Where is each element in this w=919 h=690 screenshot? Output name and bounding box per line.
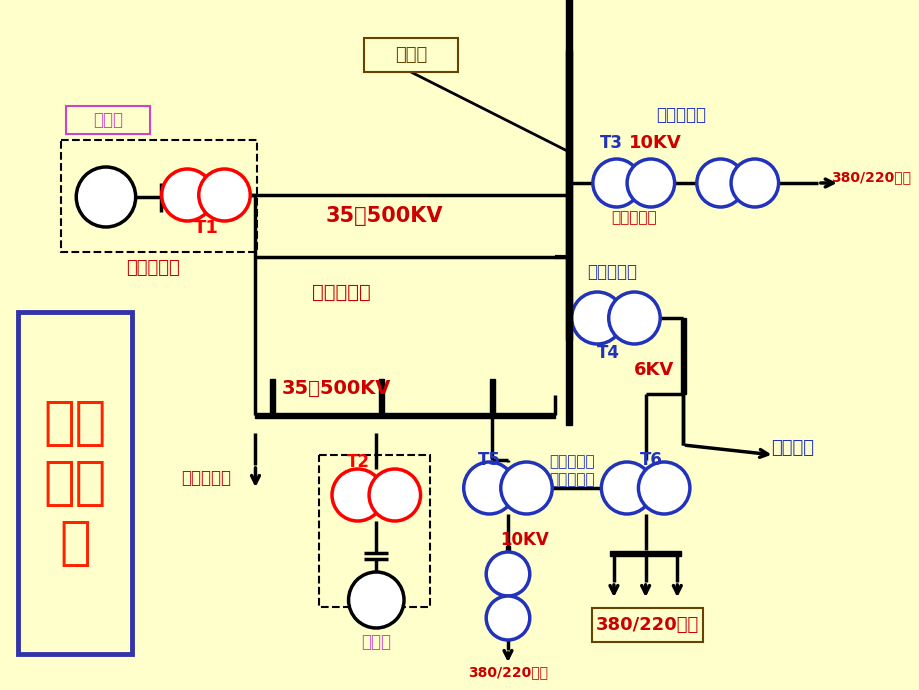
Text: 10KV: 10KV xyxy=(629,134,681,152)
Circle shape xyxy=(601,462,652,514)
Bar xyxy=(255,413,554,417)
Bar xyxy=(269,379,275,415)
Bar xyxy=(566,0,572,425)
Bar xyxy=(505,546,510,551)
Text: 降压变压器: 降压变压器 xyxy=(610,210,656,226)
Text: T1: T1 xyxy=(193,219,218,237)
Text: 380/220用户: 380/220用户 xyxy=(831,170,911,184)
Circle shape xyxy=(162,169,213,221)
Text: 6KV: 6KV xyxy=(632,361,673,379)
Bar xyxy=(609,551,681,555)
Circle shape xyxy=(608,292,660,344)
Text: 10KV: 10KV xyxy=(500,531,549,549)
Circle shape xyxy=(500,462,551,514)
Bar xyxy=(319,455,429,607)
Text: T3: T3 xyxy=(599,134,622,152)
Text: 高压用户: 高压用户 xyxy=(770,439,812,457)
Circle shape xyxy=(199,169,250,221)
Text: 35～500KV: 35～500KV xyxy=(325,206,442,226)
Text: 35～500KV: 35～500KV xyxy=(282,379,391,397)
Text: 380/220用户: 380/220用户 xyxy=(596,616,698,634)
Text: 电力
系统
图: 电力 系统 图 xyxy=(43,397,107,569)
FancyBboxPatch shape xyxy=(364,38,458,72)
Circle shape xyxy=(76,167,135,227)
Text: 升压变压器: 升压变压器 xyxy=(127,259,180,277)
Bar xyxy=(489,379,494,415)
Circle shape xyxy=(485,552,529,596)
Circle shape xyxy=(369,469,420,521)
Text: 降压变压器: 降压变压器 xyxy=(549,473,595,488)
Text: 区域变电站: 区域变电站 xyxy=(586,263,636,281)
Text: 区域变电站: 区域变电站 xyxy=(655,106,706,124)
Text: T5: T5 xyxy=(477,451,500,469)
Circle shape xyxy=(638,462,689,514)
Text: 380/220用户: 380/220用户 xyxy=(468,665,548,679)
Bar xyxy=(62,140,257,252)
Text: 区域变电站: 区域变电站 xyxy=(549,455,595,469)
Circle shape xyxy=(485,596,529,640)
Text: T4: T4 xyxy=(596,344,618,362)
Circle shape xyxy=(731,159,777,207)
Bar xyxy=(566,50,572,340)
Text: 高压传输线: 高压传输线 xyxy=(312,282,370,302)
Text: 发电厂: 发电厂 xyxy=(93,111,123,129)
Circle shape xyxy=(592,159,640,207)
FancyBboxPatch shape xyxy=(17,312,131,654)
FancyBboxPatch shape xyxy=(66,106,150,134)
Circle shape xyxy=(348,572,403,628)
Bar xyxy=(680,318,685,394)
FancyBboxPatch shape xyxy=(592,608,702,642)
Text: 发电厂: 发电厂 xyxy=(361,633,391,651)
Text: T2: T2 xyxy=(346,453,369,471)
Text: 输电线: 输电线 xyxy=(394,46,426,64)
Circle shape xyxy=(696,159,743,207)
Bar xyxy=(379,379,383,415)
Text: 升压变压器: 升压变压器 xyxy=(181,469,231,487)
Text: T6: T6 xyxy=(640,451,663,469)
Circle shape xyxy=(463,462,515,514)
Circle shape xyxy=(571,292,622,344)
Circle shape xyxy=(627,159,674,207)
Circle shape xyxy=(332,469,383,521)
